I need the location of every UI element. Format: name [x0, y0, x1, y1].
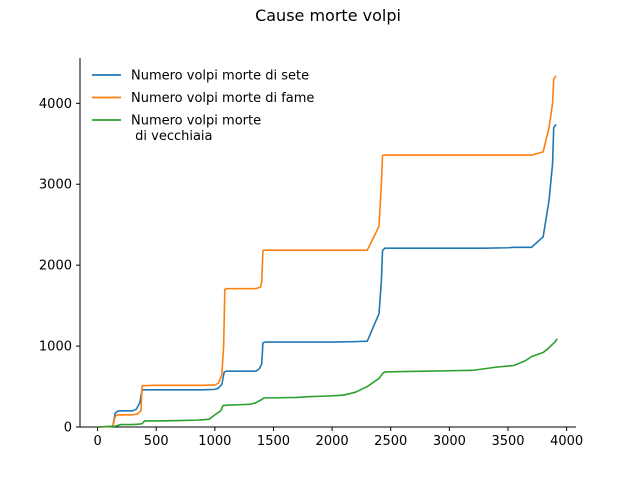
series-line-2 — [97, 75, 557, 428]
series-line-1 — [97, 123, 557, 428]
series-line-3 — [97, 338, 558, 428]
y-tick-label: 4000 — [39, 97, 72, 112]
x-tick-label: 1000 — [198, 434, 231, 449]
legend-label-1: Numero volpi morte di sete — [131, 69, 309, 84]
x-tick-label: 2000 — [316, 434, 349, 449]
y-tick-label: 1000 — [39, 340, 72, 355]
x-tick-label: 2500 — [374, 434, 407, 449]
legend-label-3: Numero volpi morte di vecchiaia — [131, 114, 261, 145]
y-tick-label: 3000 — [39, 178, 72, 193]
x-tick-label: 500 — [144, 434, 169, 449]
x-tick-label: 4000 — [550, 434, 583, 449]
x-tick-label: 3500 — [491, 434, 524, 449]
x-tick-label: 1500 — [257, 434, 290, 449]
x-tick-label: 3000 — [433, 434, 466, 449]
legend-label-2: Numero volpi morte di fame — [131, 91, 314, 106]
x-tick-label: 0 — [93, 434, 101, 449]
chart-title: Cause morte volpi — [255, 6, 401, 25]
y-tick-label: 2000 — [39, 259, 72, 274]
y-tick-label: 0 — [64, 421, 72, 436]
